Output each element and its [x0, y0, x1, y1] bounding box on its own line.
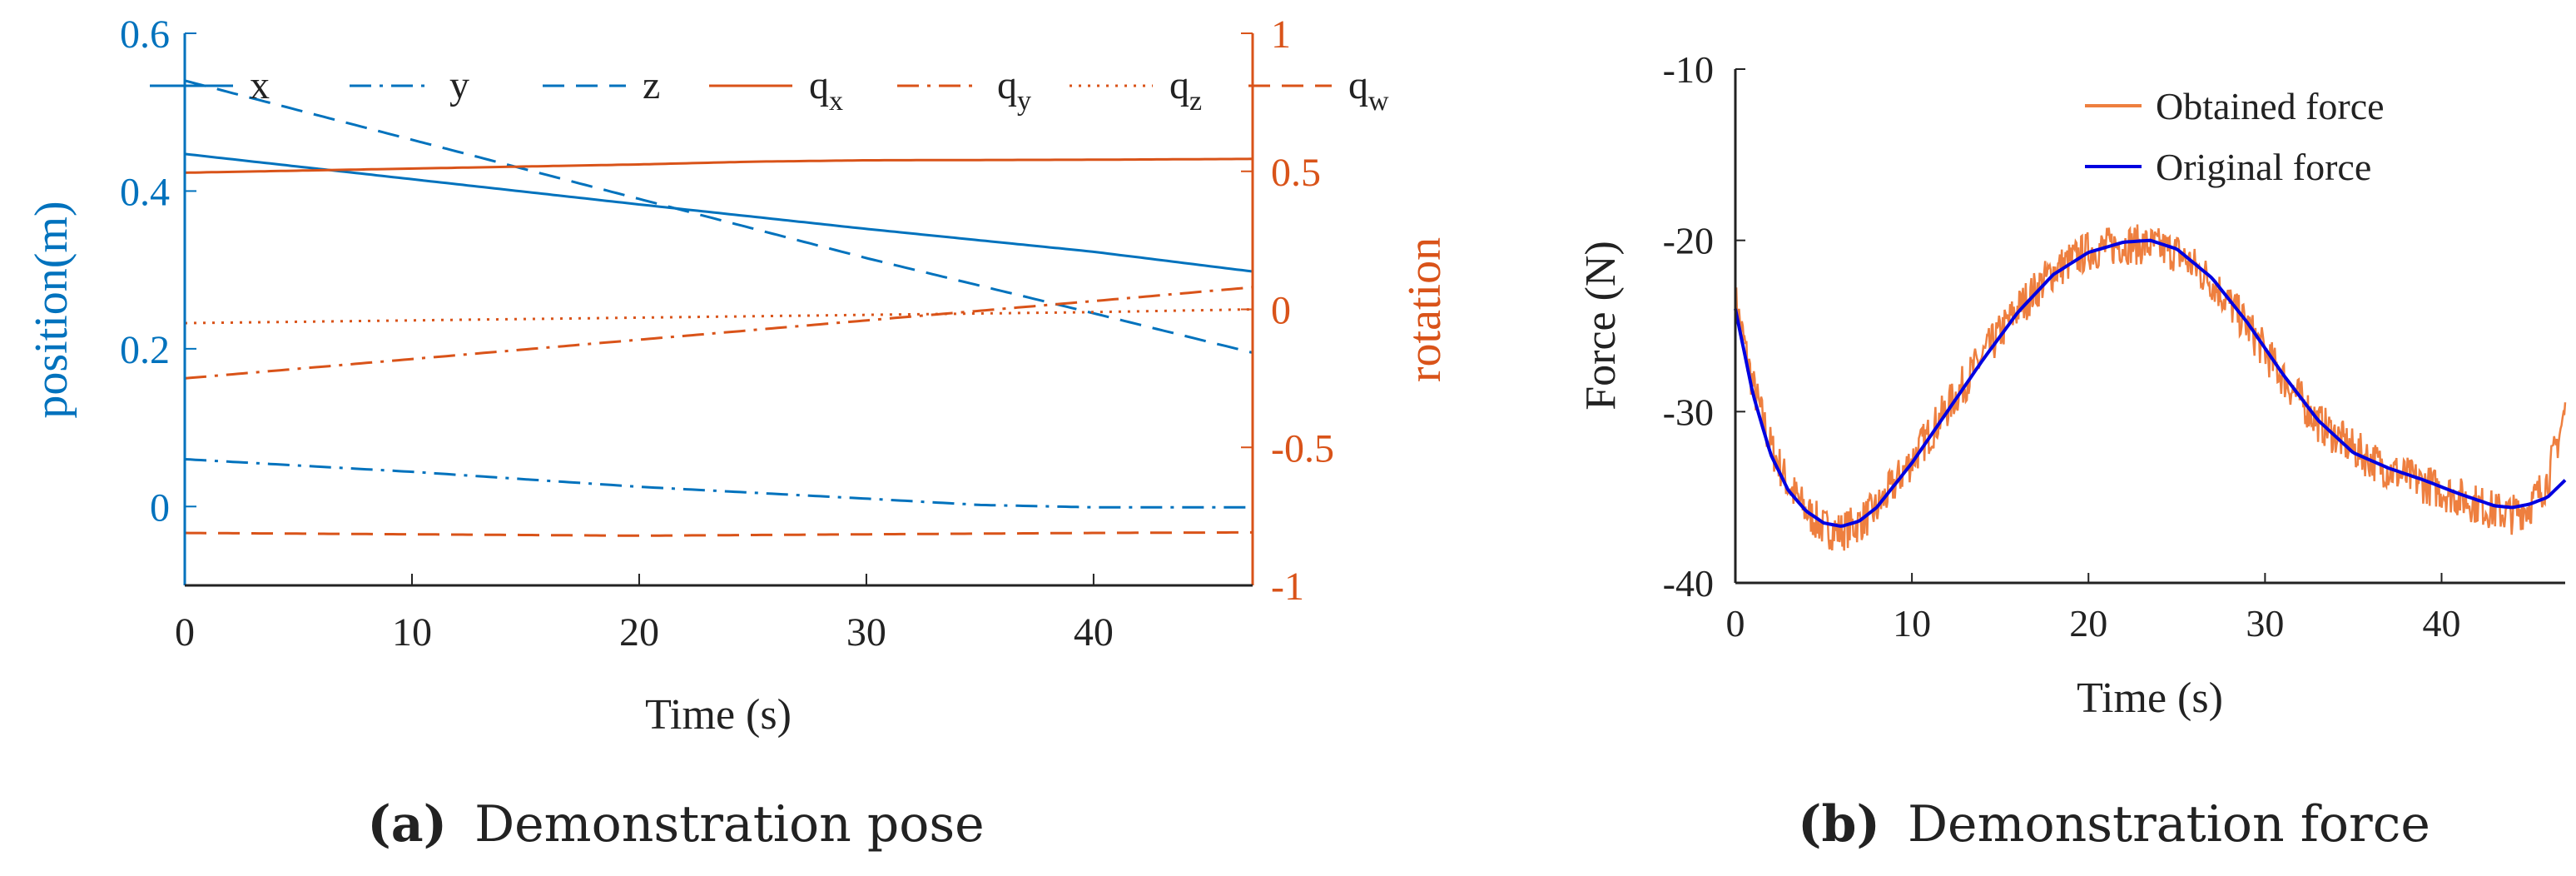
force-ticks: 0 10 20 30 40 -40 -30 -20 -10 [1663, 48, 2461, 645]
x-tick-label: 40 [1074, 610, 1114, 655]
series-line-y [184, 458, 1253, 509]
pose-ylabel-right: rotation [1399, 237, 1451, 382]
legend-label: qx [809, 63, 843, 117]
legend-label: z [643, 63, 660, 107]
pose-legend: x y z qx qy qz qw [150, 63, 1389, 117]
series-line-x [184, 152, 1253, 273]
x-tick-label: 10 [1893, 602, 1931, 645]
pose-plot-area [185, 33, 1253, 585]
legend-label: Obtained force [2156, 85, 2385, 127]
series-line-qx [184, 157, 1253, 174]
caption-b-text: Demonstration force [1908, 795, 2430, 854]
series-line-original-force [1734, 238, 2567, 528]
pose-ticks: 0 10 20 30 40 0 0.2 0.4 0.6 -1 -0.5 0 0.5 1 [120, 12, 1334, 655]
caption-b-label: (b) [1798, 795, 1880, 854]
x-tick-label: 20 [619, 610, 659, 655]
y-left-tick-label: 0.4 [120, 170, 170, 214]
y-tick-label: -10 [1663, 48, 1714, 91]
pose-series-group [184, 79, 1253, 537]
y-right-tick-label: 0.5 [1271, 151, 1321, 195]
y-tick-label: -30 [1663, 391, 1714, 433]
series-line-qy [184, 286, 1253, 380]
legend-label: qw [1348, 63, 1389, 117]
legend-label: qy [997, 63, 1031, 117]
y-left-tick-label: 0.6 [120, 12, 170, 57]
pose-xlabel: Time (s) [645, 691, 792, 739]
force-series-group [1734, 224, 2567, 551]
y-right-tick-label: 0 [1271, 289, 1291, 333]
y-left-tick-label: 0.2 [120, 328, 170, 372]
x-tick-label: 10 [392, 610, 432, 655]
x-tick-label: 0 [1726, 602, 1745, 645]
legend-label: y [449, 63, 469, 107]
x-tick-label: 40 [2423, 602, 2461, 645]
y-right-tick-label: -1 [1271, 565, 1304, 609]
caption-a: (a) Demonstration pose [367, 795, 984, 854]
legend-label: x [250, 63, 270, 107]
series-line-qz [184, 308, 1253, 325]
x-tick-label: 30 [2246, 602, 2284, 645]
y-right-tick-label: -0.5 [1271, 426, 1334, 470]
y-tick-label: -20 [1663, 220, 1714, 262]
caption-b: (b) Demonstration force [1798, 795, 2430, 854]
legend-label: Original force [2156, 146, 2371, 188]
legend-label: qz [1169, 63, 1202, 117]
series-line-qw [184, 530, 1253, 537]
force-chart: 0 10 20 30 40 -40 -30 -20 -10 Time (s) Force (N)… [1577, 48, 2567, 722]
series-line-obtained-force [1734, 224, 2567, 551]
caption-a-label: (a) [367, 795, 447, 854]
force-legend: Obtained force Original force [2085, 85, 2385, 188]
series-line-z [184, 79, 1253, 355]
x-tick-label: 30 [846, 610, 886, 655]
y-tick-label: -40 [1663, 562, 1714, 605]
force-ylabel: Force (N) [1577, 241, 1625, 411]
x-tick-label: 20 [2069, 602, 2107, 645]
x-tick-label: 0 [175, 610, 195, 655]
y-left-tick-label: 0 [150, 485, 170, 530]
y-right-tick-label: 1 [1271, 12, 1291, 57]
force-xlabel: Time (s) [2077, 674, 2223, 722]
svg-text:(a) Demonstration pose: (a) Demonstration pose [367, 795, 984, 854]
caption-a-text: Demonstration pose [474, 795, 985, 854]
pose-ylabel-left: position(m) [26, 201, 77, 418]
svg-text:(b) Demonstration force: (b) Demonstration force [1798, 795, 2430, 854]
